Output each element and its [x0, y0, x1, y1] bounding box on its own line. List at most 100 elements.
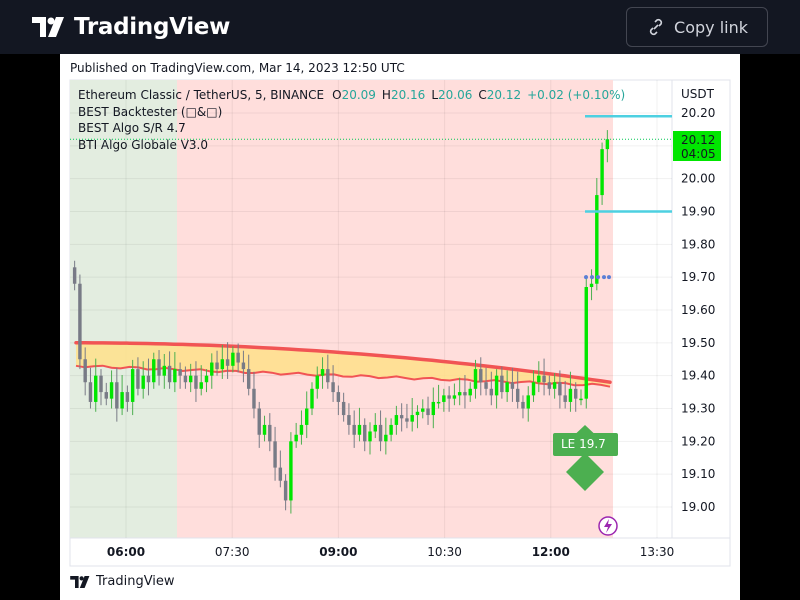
candle-body: [447, 395, 451, 399]
candle-body: [88, 382, 93, 402]
candle-body: [231, 352, 235, 366]
candle-body: [278, 467, 283, 481]
price-tick-label: 20.20: [681, 106, 715, 120]
tradingview-logo-icon: [32, 17, 64, 37]
candle-body: [442, 395, 446, 402]
candle-body: [252, 388, 256, 409]
candle-body: [452, 395, 457, 399]
candle-body: [574, 388, 578, 399]
candle-body: [120, 392, 124, 409]
legend-symbol: Ethereum Classic / TetherUS, 5, BINANCE O…: [78, 88, 625, 102]
candle-body: [378, 424, 383, 442]
candle-body: [109, 382, 114, 399]
candle-body: [521, 401, 525, 409]
candle-body: [426, 408, 430, 416]
le-diamond: [566, 453, 604, 491]
session-background-green: [70, 80, 177, 538]
candle-body: [146, 375, 151, 383]
candle-body: [589, 283, 594, 288]
price-tick-label: 19.20: [681, 434, 715, 448]
candle-body: [600, 149, 604, 196]
indicator-algo-sr[interactable]: BEST Algo S/R 4.7: [78, 121, 186, 135]
candle-body: [605, 139, 610, 150]
le-label: LE 19.7: [561, 437, 606, 451]
signal-dot: [590, 275, 594, 280]
candle-body: [563, 395, 567, 402]
candle-body: [210, 362, 214, 376]
price-tick-label: 19.40: [681, 369, 715, 383]
candle-body: [394, 415, 399, 425]
brand[interactable]: TradingView: [32, 12, 230, 42]
candle-body: [505, 382, 509, 393]
candle-body: [326, 369, 330, 383]
candle-body: [347, 415, 351, 425]
candle-body: [584, 287, 588, 399]
signal-dots: [584, 275, 611, 280]
candle-body: [336, 392, 341, 402]
grid: [70, 80, 672, 538]
candle-body: [125, 392, 130, 402]
candle-body: [136, 369, 140, 389]
candle-body: [99, 375, 103, 393]
candle-body: [484, 382, 488, 389]
candle-body: [220, 359, 225, 370]
candle-body: [173, 369, 177, 383]
time-tick-label: 06:00: [107, 545, 145, 559]
candle-body: [384, 434, 388, 442]
candle-body: [83, 359, 87, 383]
price-tick-label: 19.90: [681, 205, 715, 219]
candle-body: [463, 392, 467, 396]
candle-body: [489, 388, 494, 396]
time-tick-label: 10:30: [427, 545, 462, 559]
session-background-red: [177, 80, 613, 538]
candle-body: [389, 424, 393, 435]
link-icon: [649, 18, 663, 36]
candle-body: [421, 408, 425, 412]
candle-body: [526, 395, 530, 409]
candle-body: [579, 398, 583, 401]
candle-body: [515, 388, 520, 402]
candle-body: [331, 382, 335, 393]
candle-body: [236, 352, 240, 363]
candle-body: [410, 415, 414, 422]
time-tick-label: 13:30: [640, 545, 675, 559]
time-tick-label: 09:00: [319, 545, 357, 559]
candle-body: [104, 392, 108, 399]
candle-body: [468, 388, 472, 396]
candle-body: [215, 362, 219, 370]
candle-body: [431, 401, 436, 416]
candle-body: [162, 365, 167, 376]
copy-link-label: Copy link: [674, 17, 748, 37]
candle-body: [299, 424, 304, 435]
indicator-algo-globale[interactable]: BTI Algo Globale V3.0: [78, 138, 208, 152]
candle-body: [341, 401, 346, 416]
copy-link-button[interactable]: Copy link: [626, 7, 768, 47]
candle-body: [94, 375, 98, 402]
indicator-backtester[interactable]: BEST Backtester (□&□): [78, 105, 222, 119]
footer-brand: TradingView: [70, 574, 175, 589]
candle-body: [294, 434, 298, 442]
candle-body: [457, 392, 462, 396]
candle-body: [315, 375, 319, 389]
candle-body: [273, 441, 277, 468]
current-price-value: 20.12: [681, 133, 715, 147]
candle-body: [537, 375, 541, 383]
price-tick-label: 20.00: [681, 172, 715, 186]
candle-body: [373, 424, 377, 432]
candle-body: [283, 480, 288, 501]
candle-body: [305, 408, 309, 425]
candle-body: [157, 359, 161, 376]
candle-body: [225, 359, 230, 366]
price-tick-label: 19.00: [681, 500, 715, 514]
resistance-lines: [585, 115, 672, 213]
candle-body: [436, 401, 441, 404]
currency-label: USDT: [681, 87, 715, 101]
candle-body: [141, 375, 145, 389]
candle-body: [415, 411, 420, 416]
price-tick-label: 19.70: [681, 270, 715, 284]
lightning-icon[interactable]: [598, 516, 618, 536]
candle-body: [204, 375, 209, 383]
price-tick-label: 19.60: [681, 303, 715, 317]
price-tick-label: 19.50: [681, 336, 715, 350]
